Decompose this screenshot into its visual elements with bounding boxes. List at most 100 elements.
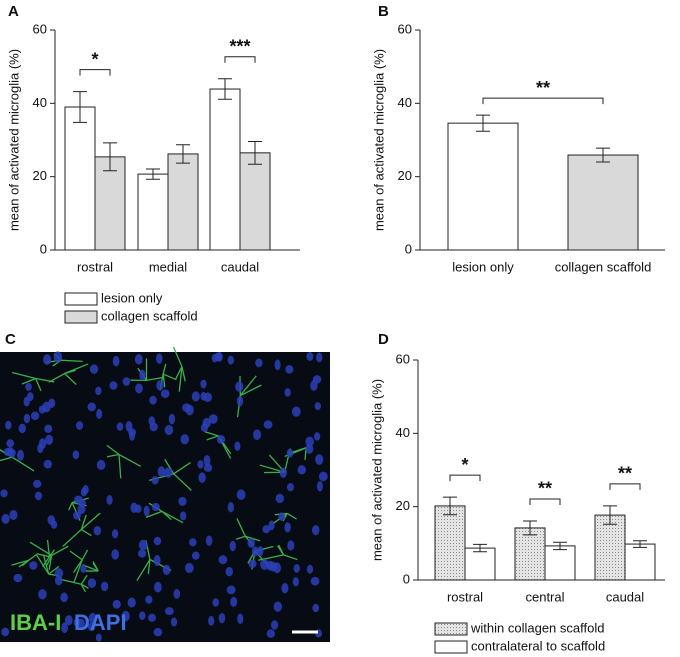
microglia-process: [161, 510, 184, 524]
nucleus: [306, 352, 314, 361]
nucleus: [202, 417, 211, 428]
nucleus: [29, 561, 38, 570]
nucleus: [135, 383, 143, 394]
nucleus: [148, 613, 157, 622]
nucleus: [64, 615, 73, 626]
nucleus: [208, 615, 215, 626]
microglia-process: [80, 514, 87, 530]
panel-letter: B: [378, 3, 389, 20]
nucleus: [60, 592, 68, 603]
legend-swatch: [434, 622, 468, 636]
nucleus: [38, 589, 47, 600]
microglia-process: [80, 583, 87, 593]
stain-label: IBA-I: [10, 610, 61, 635]
nucleus: [203, 455, 211, 466]
nucleus: [268, 520, 275, 531]
microglia-process: [283, 554, 298, 561]
error-bar: [248, 140, 262, 165]
nucleus: [116, 422, 124, 431]
x-tick-label: medial: [149, 259, 187, 274]
nucleus: [248, 559, 257, 568]
bar: [544, 545, 576, 581]
nucleus: [285, 364, 294, 374]
nucleus: [157, 466, 166, 478]
nucleus: [293, 564, 300, 573]
nucleus: [275, 493, 284, 504]
legend-label: lesion only: [101, 290, 163, 305]
nucleus: [170, 617, 178, 627]
nucleus: [30, 411, 40, 421]
nucleus: [151, 476, 159, 485]
nucleus: [153, 554, 161, 566]
nucleus: [310, 380, 318, 391]
significance-bracket: [224, 56, 256, 63]
nucleus: [180, 434, 190, 445]
nucleus: [311, 525, 320, 536]
nucleus: [34, 491, 43, 501]
error-bar: [473, 543, 487, 553]
nucleus: [139, 611, 146, 620]
bar: [434, 505, 466, 581]
bar: [209, 88, 241, 251]
microglia-process: [69, 550, 83, 561]
y-tick-label: 20: [33, 168, 47, 183]
nucleus: [185, 404, 194, 416]
nucleus: [281, 583, 289, 594]
microglia-process: [36, 553, 50, 558]
microglia-process: [181, 366, 186, 382]
microglia-process: [48, 549, 56, 558]
nucleus: [312, 603, 320, 613]
error-bar: [603, 505, 617, 525]
microglia-process: [106, 444, 120, 456]
bar: [64, 106, 96, 251]
nucleus: [156, 353, 163, 364]
microglia-process: [239, 375, 257, 396]
nucleus: [54, 568, 64, 579]
nucleus: [284, 388, 291, 397]
microglia-process: [46, 555, 53, 566]
microglia-process: [28, 553, 38, 561]
nucleus: [1, 513, 10, 524]
nucleus: [225, 566, 233, 577]
microglia-process: [286, 512, 297, 520]
significance-label: **: [536, 78, 550, 98]
microglia-process: [178, 366, 183, 392]
legend-label: within collagen scaffold: [470, 620, 604, 635]
nucleus: [257, 546, 264, 557]
nucleus: [208, 414, 218, 424]
nucleus: [230, 596, 238, 607]
nucleus: [291, 406, 301, 417]
nucleus: [278, 512, 286, 521]
microglia-process: [68, 502, 73, 511]
nucleus: [145, 595, 153, 604]
nucleus: [111, 549, 120, 560]
error-bar: [218, 78, 232, 100]
nucleus: [236, 395, 244, 407]
significance-label: **: [538, 479, 552, 499]
nucleus: [87, 402, 97, 412]
nucleus: [16, 449, 24, 461]
nucleus: [137, 549, 147, 558]
microglia-process: [35, 378, 42, 392]
nucleus: [173, 589, 181, 599]
nucleus: [191, 391, 200, 402]
nucleus: [122, 377, 131, 386]
y-axis-label: mean of activated microglia (%): [369, 379, 384, 561]
nucleus: [184, 562, 194, 574]
x-tick-label: lesion only: [452, 259, 514, 274]
nucleus: [227, 502, 234, 513]
panel-letter: A: [8, 3, 19, 20]
legend-swatch: [434, 640, 468, 654]
bar: [594, 514, 626, 581]
nucleus: [96, 408, 103, 419]
nucleus: [270, 620, 279, 630]
nucleus: [23, 396, 30, 407]
nucleus: [154, 581, 162, 593]
nucleus: [50, 520, 58, 529]
microglia-process: [162, 363, 167, 375]
nucleus: [72, 450, 80, 460]
nucleus: [106, 495, 113, 505]
nucleus: [143, 505, 150, 517]
nucleus: [263, 420, 273, 429]
microglia-process: [11, 456, 35, 472]
